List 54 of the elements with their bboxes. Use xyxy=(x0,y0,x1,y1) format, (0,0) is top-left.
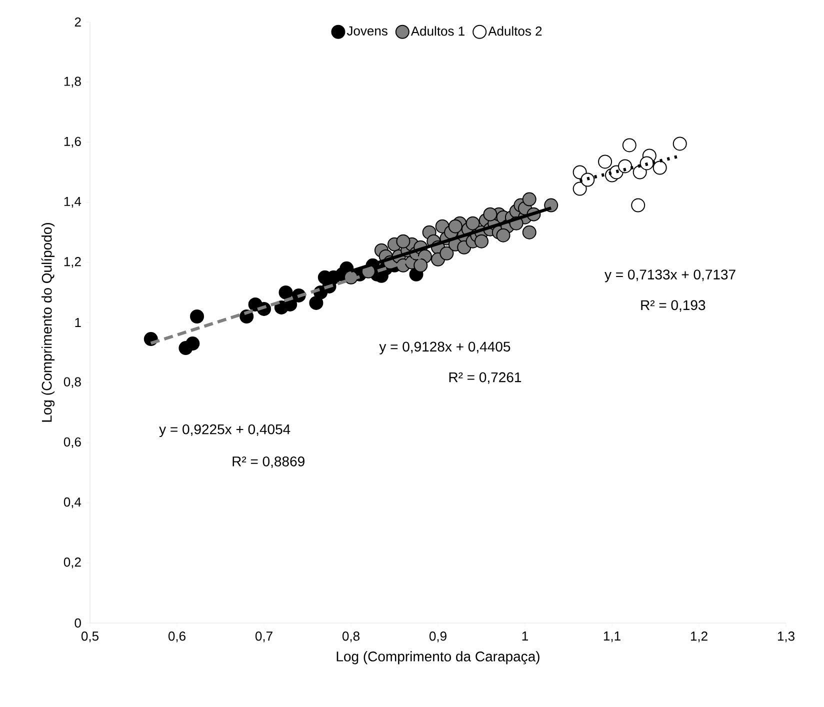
y-tick-label: 1,2 xyxy=(64,257,81,268)
point xyxy=(598,154,612,169)
point xyxy=(618,159,632,174)
point xyxy=(414,258,428,272)
point xyxy=(622,138,636,152)
y-tick-label: 2 xyxy=(74,17,81,27)
y-tick-label: 0,8 xyxy=(64,377,81,388)
point xyxy=(672,136,687,151)
point xyxy=(474,234,489,248)
x-tick-label: 0,8 xyxy=(342,632,360,642)
annotation: y = 0,9128x + 0,4405 xyxy=(379,342,510,354)
point xyxy=(278,285,293,300)
annotation: y = 0,9225x + 0,4054 xyxy=(159,424,290,438)
y-axis-title: Log (Comprimento do Qulípodo) xyxy=(41,223,55,422)
x-tick-label: 1,3 xyxy=(778,632,794,642)
y-tick-label: 0,6 xyxy=(64,437,81,448)
x-tick-label: 0,6 xyxy=(168,632,186,642)
point xyxy=(396,234,410,248)
y-tick-label: 1,4 xyxy=(64,196,82,208)
x-tick-label: 0,7 xyxy=(255,632,272,642)
x-tick-label: 1,1 xyxy=(604,632,620,642)
y-tick-label: 0,4 xyxy=(64,497,82,508)
x-tick-label: 0,9 xyxy=(429,632,446,642)
legend-label: Adultos 1 xyxy=(410,26,464,36)
y-tick-label: 1,6 xyxy=(64,136,81,148)
annotation: R² = 0,193 xyxy=(641,300,706,312)
point xyxy=(496,228,510,242)
point xyxy=(466,216,480,230)
x-tick-label: 0,5 xyxy=(81,632,98,642)
point xyxy=(483,207,498,222)
point xyxy=(640,156,654,170)
point xyxy=(522,225,536,240)
point xyxy=(522,192,536,206)
point xyxy=(309,296,324,310)
point xyxy=(580,172,595,187)
annotation: R² = 0,7261 xyxy=(449,372,522,384)
point xyxy=(186,336,200,351)
y-tick-label: 1,8 xyxy=(64,76,81,88)
legend-label: Jovens xyxy=(346,26,388,36)
point xyxy=(652,160,667,175)
x-tick-label: 1 xyxy=(522,632,528,640)
point xyxy=(190,309,204,324)
x-axis-title: Log (Comprimento da Carapaça) xyxy=(336,651,540,664)
annotation: y = 0,7133x + 0,7137 xyxy=(604,270,736,282)
x-tick-label: 1,2 xyxy=(690,632,708,642)
y-tick-label: 0,2 xyxy=(64,558,81,568)
y-tick-label: 1 xyxy=(75,318,81,327)
point xyxy=(448,219,462,234)
point xyxy=(572,182,587,196)
annotation: R² = 0,8869 xyxy=(232,456,304,468)
point xyxy=(631,198,646,212)
point xyxy=(440,246,454,260)
legend-label: Adultos 2 xyxy=(488,26,542,36)
y-tick-label: 0 xyxy=(74,618,81,628)
